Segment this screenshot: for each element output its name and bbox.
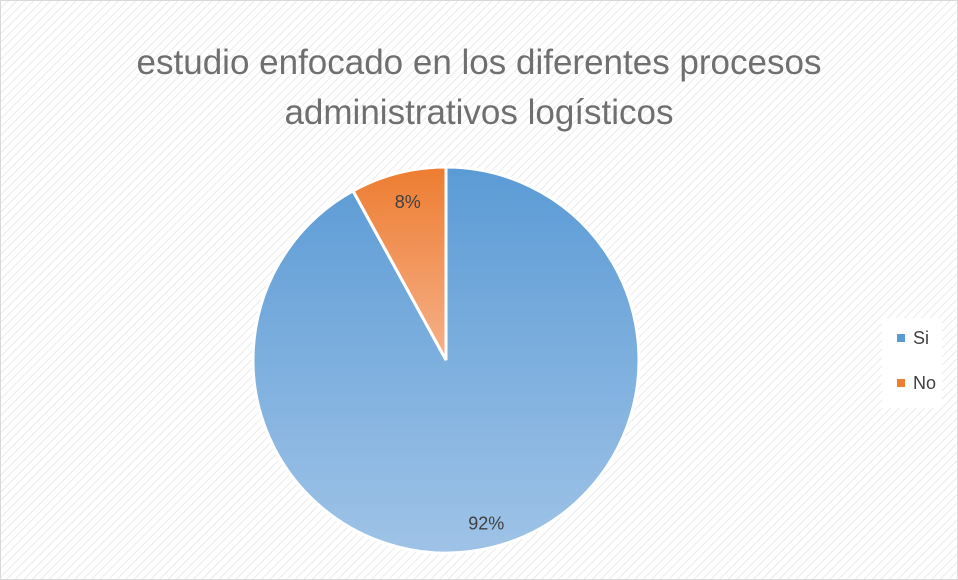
- legend-swatch: [897, 334, 905, 342]
- data-label: 92%: [468, 513, 504, 533]
- data-label: 8%: [395, 192, 421, 212]
- legend-label: Si: [913, 328, 929, 348]
- chart-title: estudio enfocado en los diferentes proce…: [136, 43, 822, 132]
- legend-label: No: [913, 373, 936, 393]
- legend-swatch: [897, 379, 905, 387]
- legend-box: [882, 318, 942, 408]
- pie-slice: [350, 165, 448, 361]
